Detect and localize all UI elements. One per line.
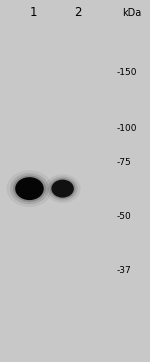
Text: -150: -150 xyxy=(116,68,137,77)
Ellipse shape xyxy=(15,177,44,200)
Ellipse shape xyxy=(7,170,52,207)
Ellipse shape xyxy=(50,178,75,199)
Text: kDa: kDa xyxy=(122,8,142,18)
Text: -75: -75 xyxy=(116,158,131,167)
Text: 1: 1 xyxy=(29,6,37,19)
Ellipse shape xyxy=(10,173,49,204)
Text: -50: -50 xyxy=(116,212,131,221)
Text: -100: -100 xyxy=(116,123,137,132)
Text: 2: 2 xyxy=(74,6,82,19)
Ellipse shape xyxy=(51,180,74,198)
Ellipse shape xyxy=(45,174,81,203)
Ellipse shape xyxy=(47,176,78,201)
Ellipse shape xyxy=(13,176,46,202)
Text: -37: -37 xyxy=(116,266,131,275)
